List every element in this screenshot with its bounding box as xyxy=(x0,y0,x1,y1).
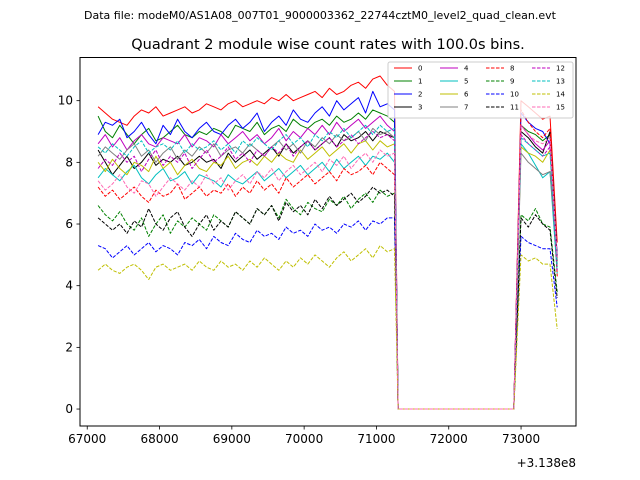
legend-label: 1 xyxy=(418,78,422,86)
x-tick-label: 73000 xyxy=(502,432,540,446)
x-axis-ticks: 67000 68000 69000 70000 71000 72000 73000 xyxy=(68,426,540,446)
legend-label: 10 xyxy=(510,91,519,99)
legend-label: 2 xyxy=(418,91,422,99)
y-tick-label: 0 xyxy=(65,402,73,416)
legend-label: 4 xyxy=(464,65,469,73)
series-line-12 xyxy=(97,131,558,410)
series-line-0 xyxy=(97,75,558,410)
x-axis-offset-label: +3.138e8 xyxy=(517,456,576,470)
legend-box xyxy=(387,61,574,119)
y-tick-label: 4 xyxy=(65,279,73,293)
legend-label: 15 xyxy=(556,104,565,112)
series-line-7 xyxy=(97,127,558,410)
legend-label: 11 xyxy=(510,104,519,112)
y-tick-label: 2 xyxy=(65,340,73,354)
series-line-4 xyxy=(97,115,558,410)
x-tick-label: 72000 xyxy=(430,432,468,446)
series-line-15 xyxy=(97,124,558,410)
plot-area-frame xyxy=(79,57,577,427)
legend-label: 8 xyxy=(510,65,514,73)
y-tick-label: 10 xyxy=(58,94,73,108)
series-line-10 xyxy=(97,217,558,410)
chart-title: Quadrant 2 module wise count rates with … xyxy=(131,37,525,53)
y-axis-ticks: 0 2 4 6 8 10 xyxy=(58,94,80,416)
series-line-14 xyxy=(97,245,558,410)
x-tick-label: 70000 xyxy=(285,432,323,446)
series-line-13 xyxy=(97,124,558,410)
x-tick-label: 71000 xyxy=(357,432,395,446)
legend-label: 14 xyxy=(556,91,565,99)
legend-label: 5 xyxy=(464,78,468,86)
x-tick-label: 69000 xyxy=(213,432,251,446)
series-line-8 xyxy=(97,109,558,410)
y-tick-label: 8 xyxy=(65,155,73,169)
series-line-11 xyxy=(97,186,558,410)
series-line-5 xyxy=(97,143,558,410)
legend-label: 7 xyxy=(464,104,468,112)
legend-label: 9 xyxy=(510,78,514,86)
legend-label: 0 xyxy=(418,65,422,73)
legend-label: 3 xyxy=(418,104,422,112)
legend-label: 12 xyxy=(556,65,565,73)
series-line-9 xyxy=(97,189,558,410)
legend-label: 6 xyxy=(464,91,469,99)
data-file-label: Data file: modeM0/AS1A08_007T01_90000033… xyxy=(84,9,557,22)
legend-label: 13 xyxy=(556,78,565,86)
x-tick-label: 68000 xyxy=(140,432,178,446)
series-line-6 xyxy=(97,140,558,410)
series-line-1 xyxy=(97,109,558,410)
y-tick-label: 6 xyxy=(65,217,73,231)
series-lines xyxy=(97,75,558,410)
x-tick-label: 67000 xyxy=(68,432,106,446)
